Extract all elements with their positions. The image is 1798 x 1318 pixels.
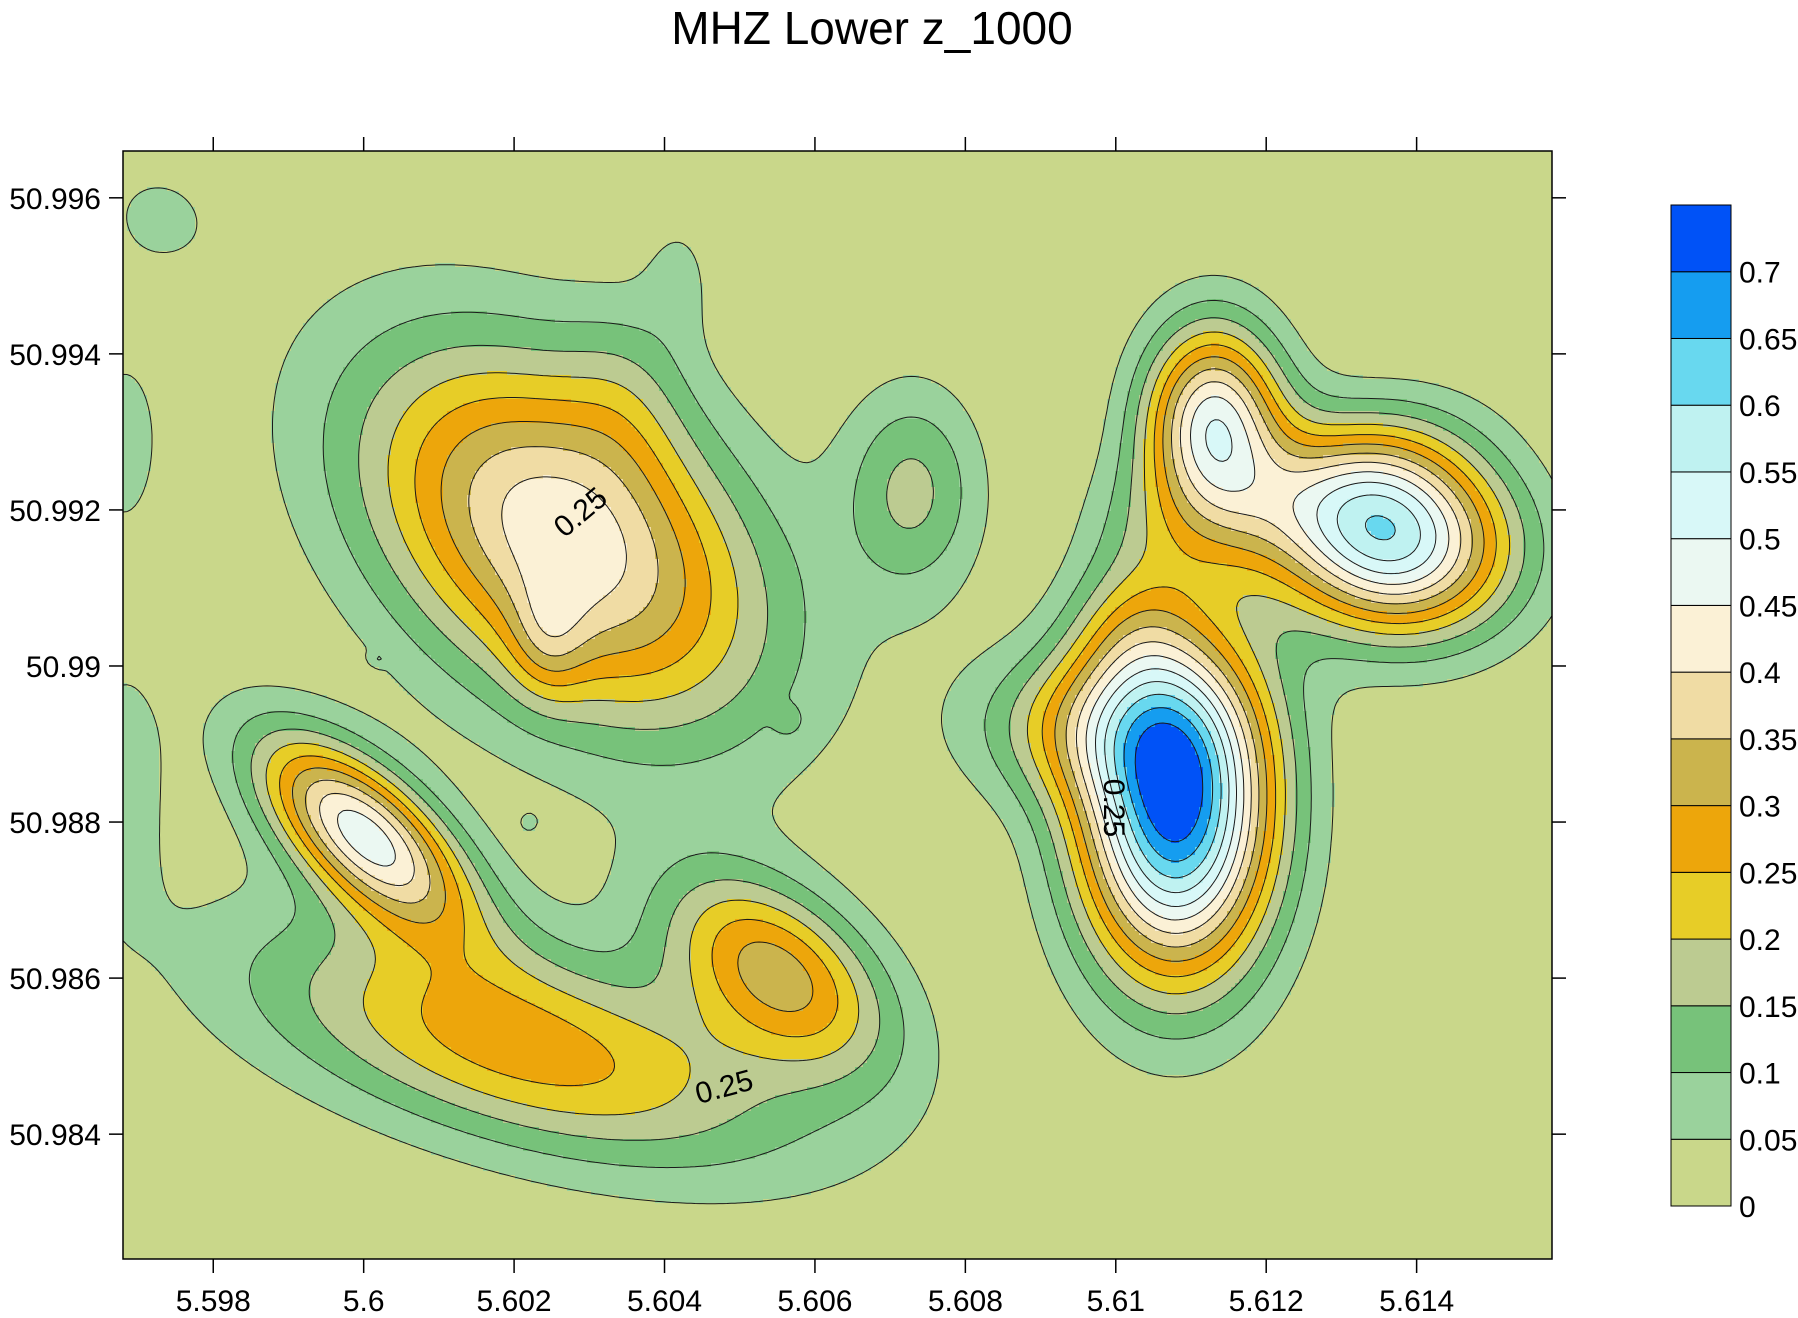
colorbar-swatch bbox=[1670, 938, 1732, 1007]
y-tick-label: 50.986 bbox=[9, 963, 101, 996]
x-tick-label: 5.606 bbox=[777, 1285, 852, 1318]
colorbar-label: 0.2 bbox=[1739, 924, 1781, 957]
colorbar-swatch bbox=[1670, 738, 1732, 807]
colorbar-label: 0 bbox=[1739, 1191, 1756, 1224]
colorbar-legend: 0 0.05 0.1 0.15 0.2 0.25 0.3 0.35 0.4 0.45 0.5 0.55… bbox=[1670, 204, 1797, 1224]
colorbar-swatch bbox=[1670, 471, 1732, 540]
plot-area bbox=[123, 151, 1552, 1259]
colorbar-swatch bbox=[1670, 871, 1732, 940]
y-tick-label: 50.988 bbox=[9, 807, 101, 840]
colorbar-swatch bbox=[1670, 337, 1732, 406]
x-tick-label: 5.608 bbox=[928, 1285, 1003, 1318]
x-axis: 5.598 5.6 5.602 5.604 5.606 5.608 5.61 5.612 5.6… bbox=[176, 137, 1454, 1318]
x-tick-label: 5.604 bbox=[627, 1285, 702, 1318]
colorbar-label: 0.1 bbox=[1739, 1058, 1781, 1091]
y-tick-label: 50.994 bbox=[9, 339, 101, 372]
x-tick-label: 5.6 bbox=[343, 1285, 385, 1318]
colorbar-swatch bbox=[1670, 604, 1732, 673]
colorbar-swatch bbox=[1670, 204, 1732, 273]
colorbar-label: 0.6 bbox=[1739, 390, 1781, 423]
colorbar-swatch bbox=[1670, 271, 1732, 339]
chart-title: MHZ Lower z_1000 bbox=[671, 2, 1072, 54]
x-tick-label: 5.61 bbox=[1087, 1285, 1145, 1318]
colorbar-label: 0.45 bbox=[1739, 590, 1797, 623]
y-axis: 50.996 50.994 50.992 50.99 50.988 50.986 50.98… bbox=[9, 183, 1566, 1152]
colorbar-swatch bbox=[1670, 404, 1732, 473]
colorbar-label: 0.35 bbox=[1739, 724, 1797, 757]
y-tick-label: 50.992 bbox=[9, 495, 101, 528]
colorbar-label: 0.3 bbox=[1739, 791, 1781, 824]
x-tick-label: 5.598 bbox=[176, 1285, 251, 1318]
plot-frame bbox=[122, 150, 1553, 1260]
contour-lines bbox=[123, 187, 1552, 1205]
y-tick-label: 50.984 bbox=[9, 1119, 101, 1152]
colorbar-label: 0.65 bbox=[1739, 323, 1797, 356]
colorbar-swatch bbox=[1670, 1005, 1732, 1074]
x-tick-label: 5.602 bbox=[477, 1285, 552, 1318]
y-tick-label: 50.99 bbox=[26, 651, 101, 684]
contour-band-14 bbox=[1135, 723, 1203, 843]
colorbar-swatch bbox=[1670, 805, 1732, 873]
colorbar-label: 0.05 bbox=[1739, 1124, 1797, 1157]
colorbar-swatch bbox=[1670, 671, 1732, 740]
contour-value-label: 0.25 bbox=[1097, 779, 1130, 837]
x-tick-label: 5.614 bbox=[1379, 1285, 1454, 1318]
x-tick-label: 5.612 bbox=[1229, 1285, 1304, 1318]
colorbar-label: 0.15 bbox=[1739, 991, 1797, 1024]
colorbar-label: 0.55 bbox=[1739, 457, 1797, 490]
y-tick-label: 50.996 bbox=[9, 183, 101, 216]
colorbar-swatch bbox=[1670, 1138, 1732, 1207]
colorbar-label: 0.4 bbox=[1739, 657, 1781, 690]
colorbar-label: 0.7 bbox=[1739, 257, 1781, 290]
colorbar-label: 0.25 bbox=[1739, 857, 1797, 890]
colorbar-label: 0.5 bbox=[1739, 524, 1781, 557]
colorbar-swatch bbox=[1670, 538, 1732, 606]
colorbar-swatch bbox=[1670, 1072, 1732, 1140]
